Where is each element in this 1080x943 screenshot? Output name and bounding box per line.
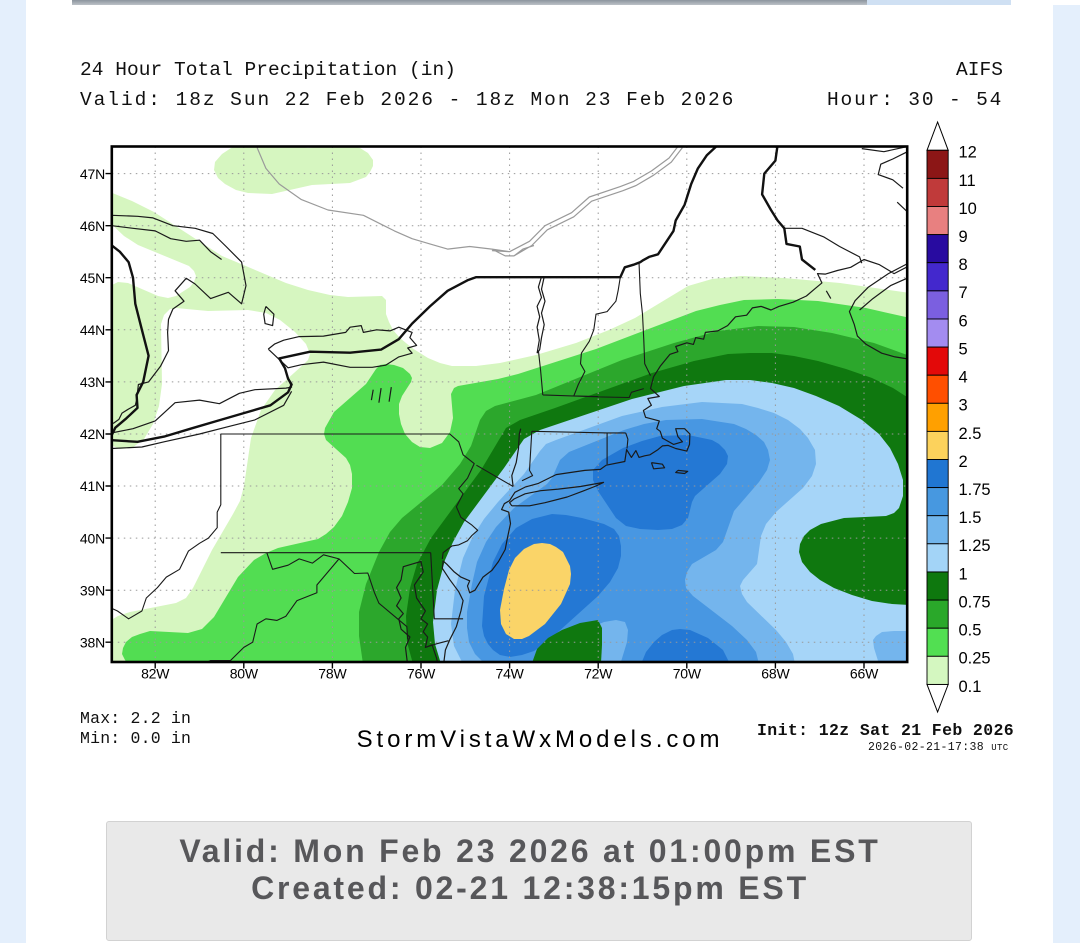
svg-text:8: 8: [959, 256, 968, 274]
svg-text:40N: 40N: [80, 530, 105, 546]
svg-text:0.5: 0.5: [959, 622, 982, 640]
svg-text:2: 2: [959, 453, 968, 471]
svg-text:70W: 70W: [673, 666, 702, 682]
svg-text:43N: 43N: [80, 374, 105, 390]
svg-text:4: 4: [959, 369, 968, 387]
svg-text:5: 5: [959, 341, 968, 359]
svg-text:1.75: 1.75: [959, 481, 991, 499]
svg-text:1.25: 1.25: [959, 537, 991, 555]
svg-text:44N: 44N: [80, 322, 105, 338]
svg-text:9: 9: [959, 228, 968, 246]
svg-text:2.5: 2.5: [959, 425, 982, 443]
svg-text:39N: 39N: [80, 582, 105, 598]
svg-text:38N: 38N: [80, 634, 105, 650]
svg-text:66W: 66W: [850, 666, 879, 682]
svg-text:12: 12: [959, 144, 977, 162]
svg-text:80W: 80W: [230, 666, 259, 682]
svg-text:68W: 68W: [761, 666, 790, 682]
svg-text:0.25: 0.25: [959, 650, 991, 668]
svg-text:7: 7: [959, 284, 968, 302]
svg-text:10: 10: [959, 200, 977, 218]
svg-text:42N: 42N: [80, 426, 105, 442]
svg-text:82W: 82W: [141, 666, 170, 682]
svg-text:0.1: 0.1: [959, 678, 982, 696]
svg-text:47N: 47N: [80, 166, 105, 182]
svg-text:1: 1: [959, 565, 968, 583]
svg-text:78W: 78W: [318, 666, 347, 682]
svg-text:41N: 41N: [80, 478, 105, 494]
svg-text:45N: 45N: [80, 270, 105, 286]
svg-text:11: 11: [959, 172, 976, 190]
svg-text:74W: 74W: [496, 666, 525, 682]
svg-text:72W: 72W: [584, 666, 613, 682]
svg-text:76W: 76W: [407, 666, 436, 682]
svg-text:6: 6: [959, 312, 968, 330]
svg-text:3: 3: [959, 397, 968, 415]
svg-text:1.5: 1.5: [959, 509, 982, 527]
svg-text:0.75: 0.75: [959, 594, 991, 612]
svg-text:46N: 46N: [80, 218, 105, 234]
